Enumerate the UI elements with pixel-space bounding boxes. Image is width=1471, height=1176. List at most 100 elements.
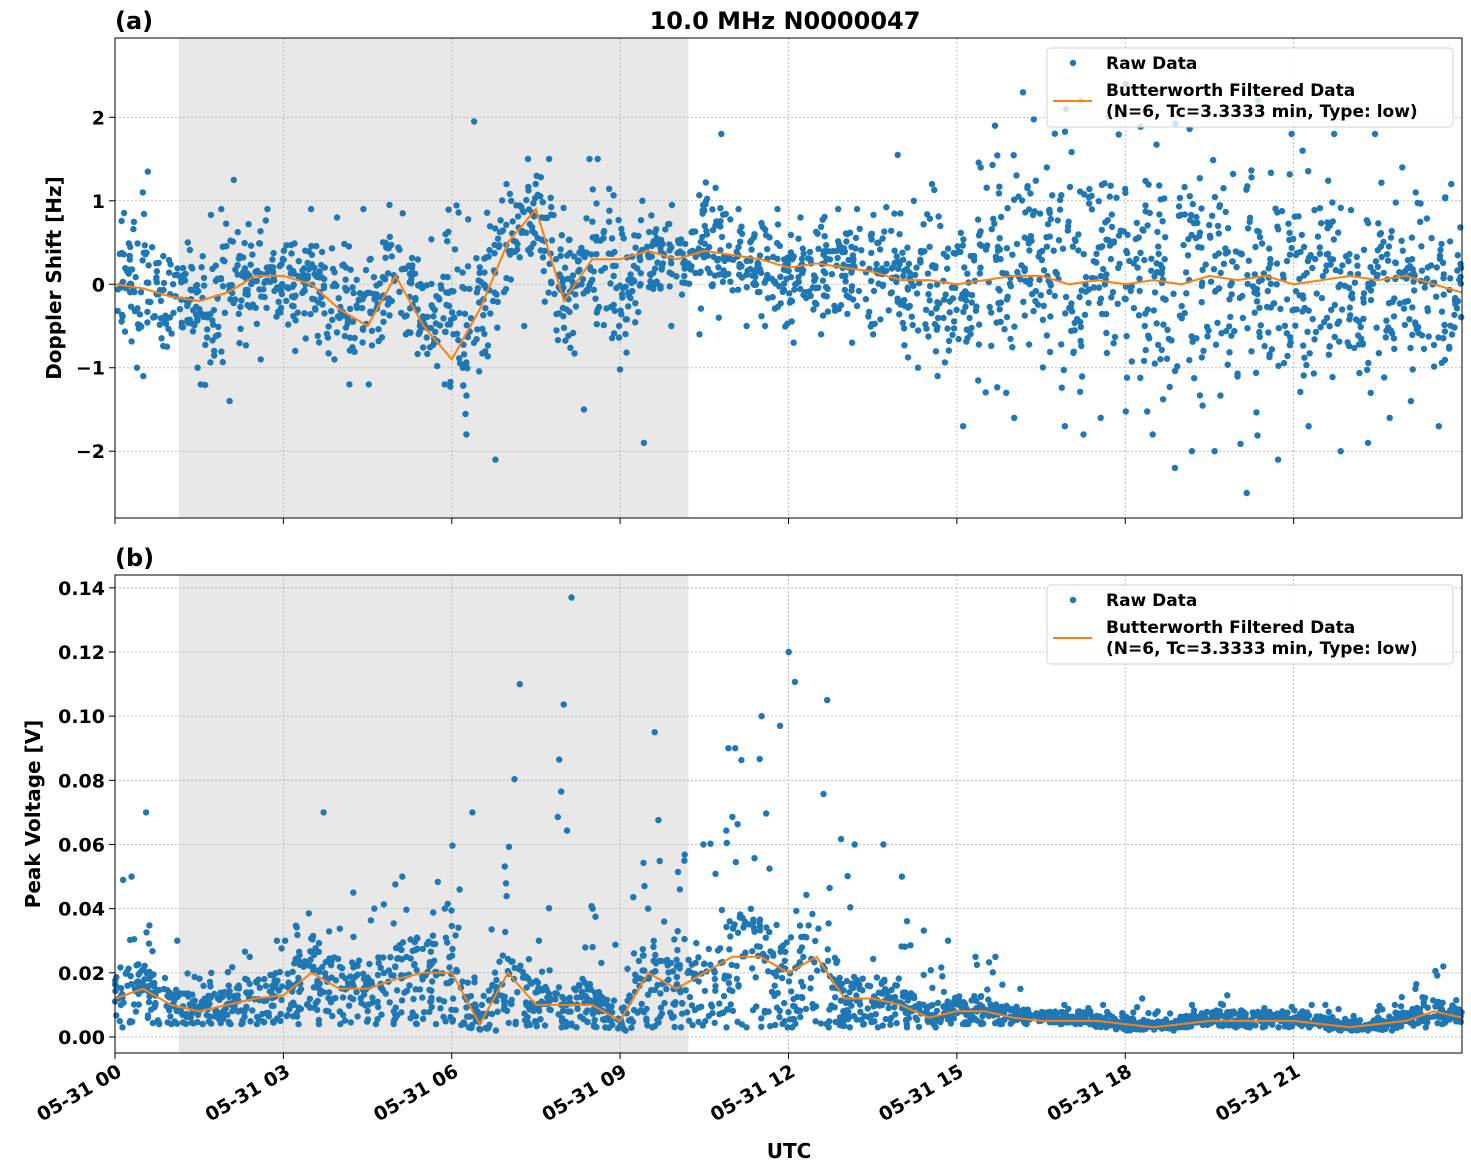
y-tick-label: −2 xyxy=(76,441,105,463)
raw-point xyxy=(1414,199,1421,207)
raw-point xyxy=(1001,326,1008,333)
raw-point xyxy=(1057,1020,1064,1028)
raw-point xyxy=(798,255,806,263)
raw-point xyxy=(1056,196,1064,204)
raw-point xyxy=(325,323,332,330)
raw-point xyxy=(290,1013,297,1020)
raw-point xyxy=(353,276,360,284)
raw-point xyxy=(456,886,463,893)
raw-point xyxy=(1188,448,1196,455)
raw-point xyxy=(339,262,346,269)
raw-point xyxy=(473,255,480,262)
raw-point xyxy=(595,988,603,996)
raw-point xyxy=(593,1023,600,1031)
raw-point xyxy=(1329,1014,1336,1021)
raw-point xyxy=(651,729,658,736)
raw-point xyxy=(682,987,689,994)
raw-point xyxy=(948,1001,955,1009)
raw-point xyxy=(412,1013,419,1020)
raw-point xyxy=(486,223,494,230)
raw-point xyxy=(501,1002,508,1009)
raw-point xyxy=(386,201,393,209)
raw-point xyxy=(419,945,426,953)
raw-point xyxy=(1300,1012,1308,1019)
raw-point xyxy=(984,242,991,249)
raw-point xyxy=(784,1024,791,1031)
raw-point xyxy=(1098,181,1106,188)
raw-point xyxy=(1200,347,1207,354)
raw-point xyxy=(1122,408,1130,415)
raw-point xyxy=(118,318,125,325)
raw-point xyxy=(545,289,552,296)
raw-point xyxy=(284,284,291,291)
raw-point xyxy=(1360,246,1368,253)
raw-point xyxy=(168,1020,175,1028)
raw-point xyxy=(645,284,653,291)
raw-point xyxy=(182,1020,190,1027)
raw-point xyxy=(1410,278,1417,285)
raw-point xyxy=(1399,164,1406,171)
raw-point xyxy=(1373,324,1380,331)
raw-point xyxy=(1318,220,1325,227)
raw-point xyxy=(720,253,728,260)
raw-point xyxy=(494,298,501,306)
raw-point xyxy=(204,326,211,333)
raw-point xyxy=(485,253,492,260)
raw-point xyxy=(1264,287,1272,295)
raw-point xyxy=(1137,374,1144,381)
raw-point xyxy=(1226,323,1233,330)
raw-point xyxy=(449,842,456,849)
raw-point xyxy=(1365,284,1372,291)
raw-point xyxy=(316,980,323,987)
raw-point xyxy=(528,980,535,987)
raw-point xyxy=(1380,269,1387,277)
raw-point xyxy=(901,943,909,950)
raw-point xyxy=(448,977,455,985)
raw-point xyxy=(362,266,370,274)
raw-point xyxy=(618,225,625,233)
raw-point xyxy=(1025,341,1033,348)
raw-point xyxy=(1323,314,1331,321)
raw-point xyxy=(758,1015,765,1022)
raw-point xyxy=(488,1010,496,1018)
raw-point xyxy=(308,251,316,258)
raw-point xyxy=(231,1003,238,1011)
raw-point xyxy=(824,957,832,965)
raw-point xyxy=(1435,423,1443,430)
raw-point xyxy=(1311,206,1318,214)
raw-point xyxy=(794,279,802,286)
raw-point xyxy=(1017,276,1024,283)
raw-point xyxy=(978,242,985,249)
raw-point xyxy=(1058,341,1065,348)
raw-point xyxy=(448,952,456,959)
raw-point xyxy=(303,1001,311,1008)
raw-point xyxy=(1144,408,1151,415)
raw-point xyxy=(271,287,278,295)
raw-point xyxy=(1267,280,1275,287)
raw-point xyxy=(505,843,513,850)
raw-point xyxy=(702,201,709,208)
raw-point xyxy=(350,289,357,297)
raw-point xyxy=(1211,193,1219,201)
raw-point xyxy=(706,243,713,251)
raw-point xyxy=(749,948,756,955)
raw-point xyxy=(460,1020,467,1028)
raw-point xyxy=(235,1008,242,1015)
raw-point xyxy=(148,244,156,251)
raw-point xyxy=(1422,1024,1430,1031)
raw-point xyxy=(661,918,668,925)
raw-point xyxy=(284,984,292,991)
raw-point xyxy=(433,293,440,300)
raw-point xyxy=(780,280,788,287)
raw-point xyxy=(1305,168,1312,175)
raw-point xyxy=(1019,1008,1026,1016)
raw-point xyxy=(782,323,789,330)
raw-point xyxy=(506,999,514,1006)
raw-point xyxy=(643,1005,650,1013)
raw-point xyxy=(785,648,792,656)
raw-point xyxy=(590,268,597,275)
raw-point xyxy=(926,297,933,304)
raw-point xyxy=(600,321,607,329)
raw-point xyxy=(995,190,1003,197)
raw-point xyxy=(1216,202,1224,209)
